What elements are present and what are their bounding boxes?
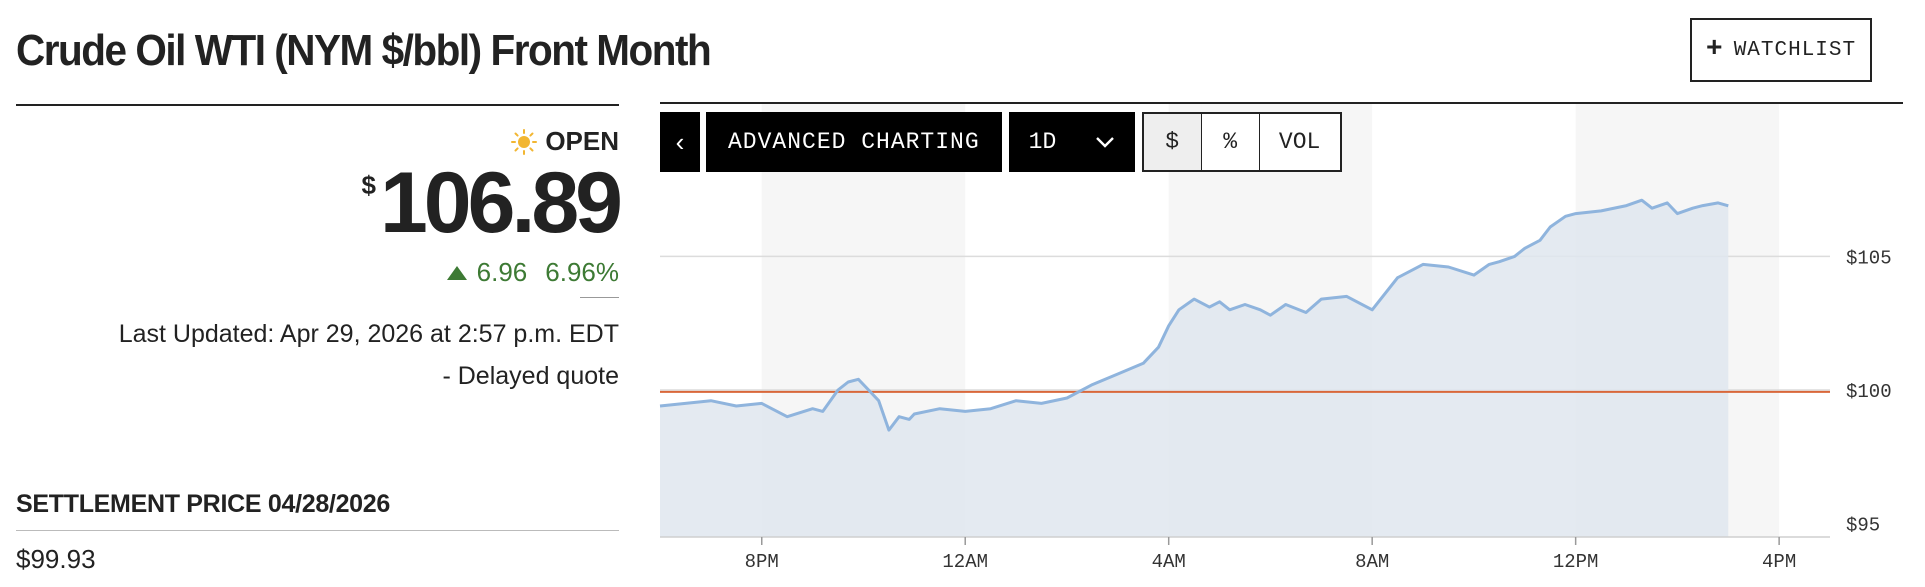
page-title: Crude Oil WTI (NYM $/bbl) Front Month — [16, 26, 712, 75]
x-tick-label-2: 4AM — [1152, 551, 1186, 573]
market-status-label: OPEN — [545, 126, 619, 156]
settlement-label: SETTLEMENT PRICE 04/28/2026 — [16, 490, 390, 518]
mode-volume-option[interactable]: VOL — [1278, 129, 1321, 155]
period-dropdown[interactable]: 1D — [1008, 112, 1135, 172]
plus-icon: + — [1705, 34, 1724, 65]
left-header-rule — [16, 104, 619, 106]
up-arrow-icon — [446, 265, 467, 280]
mode-price-option[interactable]: $ — [1143, 114, 1202, 170]
price-area — [660, 200, 1729, 537]
x-tick-label-1: 12AM — [942, 551, 988, 573]
chevron-down-icon — [1095, 137, 1114, 148]
chart-toolbar: ‹ ADVANCED CHARTING 1D $ % VOL — [660, 112, 1342, 172]
market-status: OPEN — [511, 126, 619, 157]
change-value: 6.96 — [476, 257, 528, 287]
sun-icon — [511, 128, 538, 155]
collapse-chart-button[interactable]: ‹ — [660, 112, 700, 172]
add-to-watchlist-button[interactable]: + WATCHLIST — [1690, 18, 1872, 82]
period-label: 1D — [1028, 129, 1057, 155]
advanced-charting-button[interactable]: ADVANCED CHARTING — [706, 112, 1002, 172]
x-tick-label-4: 12PM — [1553, 551, 1599, 573]
price-line — [659, 198, 1729, 432]
settlement-value: $99.93 — [16, 544, 96, 574]
mode-percent-option[interactable]: % — [1202, 114, 1260, 170]
delayed-quote-note: - Delayed quote — [442, 362, 619, 390]
last-updated: Last Updated: Apr 29, 2026 at 2:57 p.m. … — [118, 320, 619, 348]
y-tick-label-0: $95 — [1846, 515, 1880, 537]
watchlist-label: WATCHLIST — [1733, 38, 1857, 62]
change-percent: 6.96% — [545, 257, 619, 287]
price-change: 6.96 6.96% — [446, 257, 619, 288]
chart-header-rule — [660, 102, 1903, 104]
chart-mode-toggle: $ % VOL — [1141, 112, 1342, 172]
settlement-divider — [16, 530, 619, 531]
last-price: $ 106.89 — [361, 155, 623, 251]
y-tick-label-2: $105 — [1846, 247, 1892, 269]
x-tick-label-5: 4PM — [1762, 551, 1796, 573]
price-value: 106.89 — [379, 155, 623, 251]
x-tick-label-0: 8PM — [745, 551, 779, 573]
y-tick-label-1: $100 — [1846, 381, 1892, 403]
change-underline — [580, 297, 619, 298]
currency-symbol: $ — [361, 170, 376, 200]
x-tick-label-3: 8AM — [1355, 551, 1389, 573]
